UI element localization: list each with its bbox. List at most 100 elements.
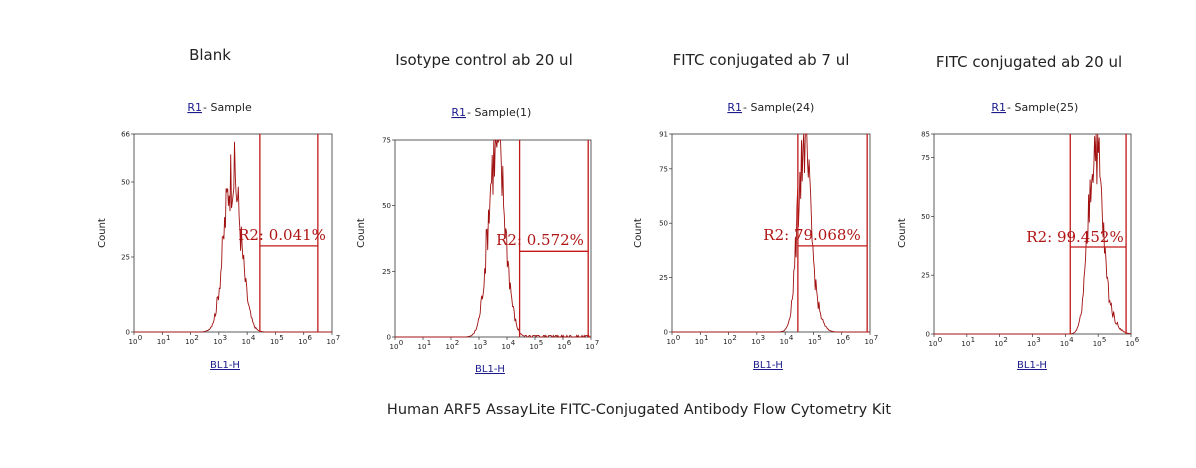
x-tick-exponent: 2: [1003, 336, 1007, 344]
x-tick-exponent: 0: [676, 334, 680, 342]
x-tick-exponent: 6: [307, 334, 312, 342]
x-axis-label[interactable]: BL1-H: [475, 364, 505, 375]
x-tick-label: 10: [751, 338, 760, 346]
x-tick-label: 10: [474, 343, 483, 351]
x-tick-exponent: 1: [427, 339, 431, 347]
x-tick-label: 10: [298, 338, 307, 346]
y-tick-label: 91: [659, 131, 668, 139]
x-tick-label: 10: [157, 338, 166, 346]
x-tick-exponent: 4: [511, 339, 516, 347]
histogram-series: [934, 133, 1131, 335]
subtitle-region-link[interactable]: R1: [727, 101, 742, 114]
histogram-series: [395, 139, 591, 339]
subtitle-sample: - Sample(1): [467, 106, 531, 119]
y-axis-label: Count: [897, 218, 908, 248]
x-tick-exponent: 0: [138, 334, 142, 342]
y-tick-label: 0: [387, 334, 391, 342]
x-tick-label: 10: [1126, 340, 1135, 348]
x-tick-label: 10: [836, 338, 845, 346]
figure-caption: Human ARF5 AssayLite FITC-Conjugated Ant…: [387, 402, 891, 418]
y-tick-label: 25: [382, 268, 391, 276]
x-tick-exponent: 5: [1102, 336, 1106, 344]
x-tick-exponent: 3: [1036, 336, 1040, 344]
y-tick-label: 75: [921, 154, 930, 162]
x-tick-exponent: 0: [399, 339, 403, 347]
subtitle-region-link[interactable]: R1: [451, 106, 466, 119]
x-tick-exponent: 3: [761, 334, 765, 342]
x-tick-label: 10: [502, 343, 511, 351]
x-tick-label: 10: [270, 338, 279, 346]
x-tick-exponent: 5: [817, 334, 821, 342]
histogram-plot: [394, 139, 592, 339]
x-tick-label: 10: [994, 340, 1003, 348]
y-tick-label: 25: [921, 272, 930, 280]
panel-fitc-20ul: FITC conjugated ab 20 ul R1 - Sample(25)…: [897, 53, 1140, 371]
x-tick-exponent: 1: [704, 334, 708, 342]
x-tick-label: 10: [961, 340, 970, 348]
x-tick-exponent: 7: [874, 334, 878, 342]
y-tick-label: 50: [659, 220, 668, 228]
y-tick-label: 75: [382, 137, 391, 145]
y-tick-label: 25: [659, 274, 668, 282]
panel-title: FITC conjugated ab 7 ul: [673, 51, 850, 69]
x-tick-label: 10: [1027, 340, 1036, 348]
y-tick-label: 0: [126, 329, 130, 337]
y-axis-label: Count: [633, 218, 644, 248]
x-tick-label: 10: [213, 338, 222, 346]
x-tick-label: 10: [695, 338, 704, 346]
panel-title: Blank: [189, 46, 231, 64]
x-tick-label: 10: [808, 338, 817, 346]
subtitle-region-link[interactable]: R1: [187, 101, 202, 114]
x-tick-label: 10: [185, 338, 194, 346]
x-axis-label[interactable]: BL1-H: [1017, 360, 1047, 371]
subtitle-region-link[interactable]: R1: [991, 101, 1006, 114]
y-tick-label: 0: [664, 329, 668, 337]
subtitle-sample: - Sample(25): [1007, 101, 1078, 114]
subtitle-sample: - Sample(24): [743, 101, 814, 114]
x-tick-exponent: 4: [789, 334, 794, 342]
histogram-plot: [133, 133, 333, 333]
x-tick-label: 10: [242, 338, 251, 346]
x-tick-label: 10: [129, 338, 138, 346]
x-axis-label[interactable]: BL1-H: [210, 360, 240, 371]
panel-fitc-7ul: FITC conjugated ab 7 ul R1 - Sample(24) …: [633, 51, 878, 371]
gate-percent-label: R2: 99.452%: [1026, 228, 1123, 246]
y-tick-label: 50: [382, 202, 391, 210]
x-tick-label: 10: [418, 343, 427, 351]
x-tick-label: 10: [780, 338, 789, 346]
subtitle-sample: - Sample: [203, 101, 252, 114]
x-tick-exponent: 2: [732, 334, 736, 342]
x-tick-exponent: 7: [336, 334, 340, 342]
plot-frame: [394, 139, 592, 338]
x-tick-label: 10: [723, 338, 732, 346]
x-axis-label[interactable]: BL1-H: [753, 360, 783, 371]
panel-title: Isotype control ab 20 ul: [395, 51, 572, 69]
y-axis-label: Count: [97, 218, 108, 248]
histogram-plot: [671, 133, 871, 333]
x-tick-exponent: 6: [1135, 336, 1140, 344]
y-tick-label: 50: [921, 213, 930, 221]
x-tick-exponent: 4: [251, 334, 256, 342]
gate-percent-label: R2: 79.068%: [763, 226, 860, 244]
histogram-series: [672, 133, 870, 333]
histogram-plot: [933, 133, 1132, 335]
x-tick-label: 10: [558, 343, 567, 351]
x-tick-exponent: 1: [166, 334, 170, 342]
x-tick-label: 10: [1093, 340, 1102, 348]
x-tick-exponent: 1: [971, 336, 975, 344]
y-axis-label: Count: [356, 218, 367, 248]
x-tick-label: 10: [586, 343, 595, 351]
x-tick-exponent: 2: [194, 334, 198, 342]
x-tick-exponent: 6: [567, 339, 572, 347]
plot-frame: [133, 133, 333, 333]
x-tick-label: 10: [390, 343, 399, 351]
x-tick-label: 10: [446, 343, 455, 351]
panel-title: FITC conjugated ab 20 ul: [936, 53, 1122, 71]
y-tick-label: 66: [121, 131, 130, 139]
x-tick-exponent: 7: [595, 339, 599, 347]
